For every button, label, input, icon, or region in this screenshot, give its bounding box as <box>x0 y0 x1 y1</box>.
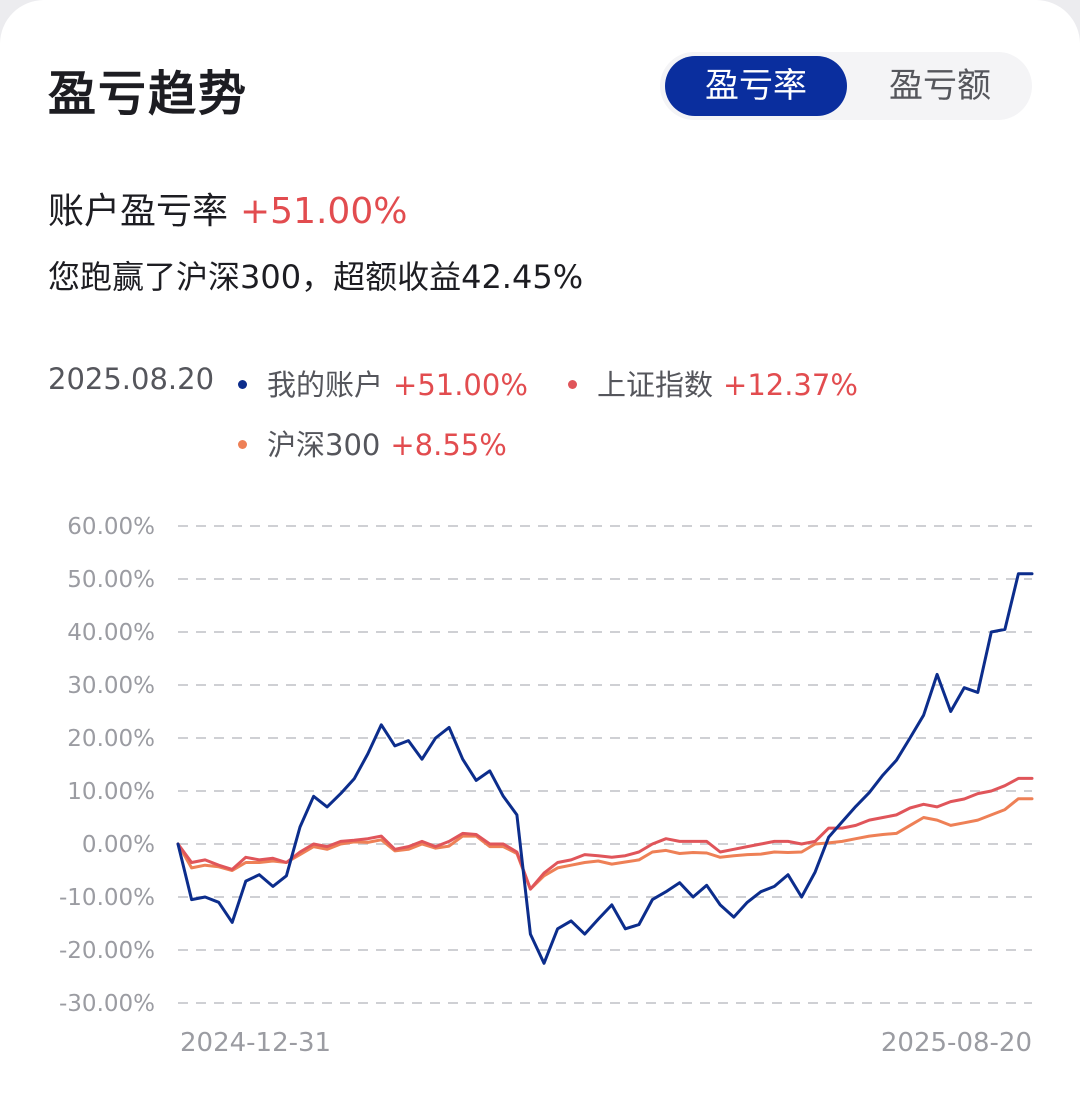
metric-toggle: 盈亏率 盈亏额 <box>660 52 1032 120</box>
legend-dot-csi300 <box>238 439 247 449</box>
account-rate-summary: 账户盈亏率 +51.00% <box>48 182 407 234</box>
series-line-1 <box>176 776 1034 891</box>
legend-value: +12.37% <box>723 368 858 402</box>
series-line-0 <box>176 572 1034 965</box>
legend-date: 2025.08.20 <box>48 362 215 396</box>
legend-label: 沪深300 <box>267 428 381 462</box>
beat-index-text: 您跑赢了沪深300，超额收益42.45% <box>48 258 584 296</box>
y-tick-label: 0.00% <box>82 832 155 858</box>
legend-label: 我的账户 <box>267 368 384 402</box>
tab-profit-amount[interactable]: 盈亏额 <box>889 66 991 106</box>
legend-item-csi300: 沪深300 +8.55% <box>238 422 507 464</box>
y-tick-label: -10.00% <box>59 885 155 911</box>
profit-chart: 60.00% 50.00% 40.00% 30.00% 20.00% 10.00% 0.00… <box>59 514 1034 1058</box>
legend-item-shanghai: 上证指数 +12.37% <box>568 362 858 404</box>
legend-dot-shanghai <box>568 379 577 389</box>
legend-label: 上证指数 <box>597 368 714 402</box>
account-rate-label: 账户盈亏率 <box>48 191 229 232</box>
legend-value: +8.55% <box>390 428 507 462</box>
y-tick-label: -20.00% <box>59 938 155 964</box>
x-tick-label: 2025-08-20 <box>881 1028 1032 1058</box>
y-tick-label: 60.00% <box>67 514 155 540</box>
tab-profit-rate[interactable]: 盈亏率 <box>665 56 847 116</box>
y-tick-label: 50.00% <box>67 567 155 593</box>
legend-value: +51.00% <box>393 368 528 402</box>
y-tick-label: 20.00% <box>67 726 155 752</box>
y-tick-label: -30.00% <box>59 991 155 1017</box>
legend-dot-account <box>238 379 247 389</box>
y-tick-label: 10.00% <box>67 779 155 805</box>
legend-item-account: 我的账户 +51.00% <box>238 362 528 404</box>
series-line-2 <box>176 797 1034 891</box>
page-title: 盈亏趋势 <box>48 66 249 122</box>
y-tick-label: 30.00% <box>67 673 155 699</box>
account-rate-value: +51.00% <box>240 191 408 232</box>
x-tick-label: 2024-12-31 <box>180 1028 331 1058</box>
y-tick-label: 40.00% <box>67 620 155 646</box>
